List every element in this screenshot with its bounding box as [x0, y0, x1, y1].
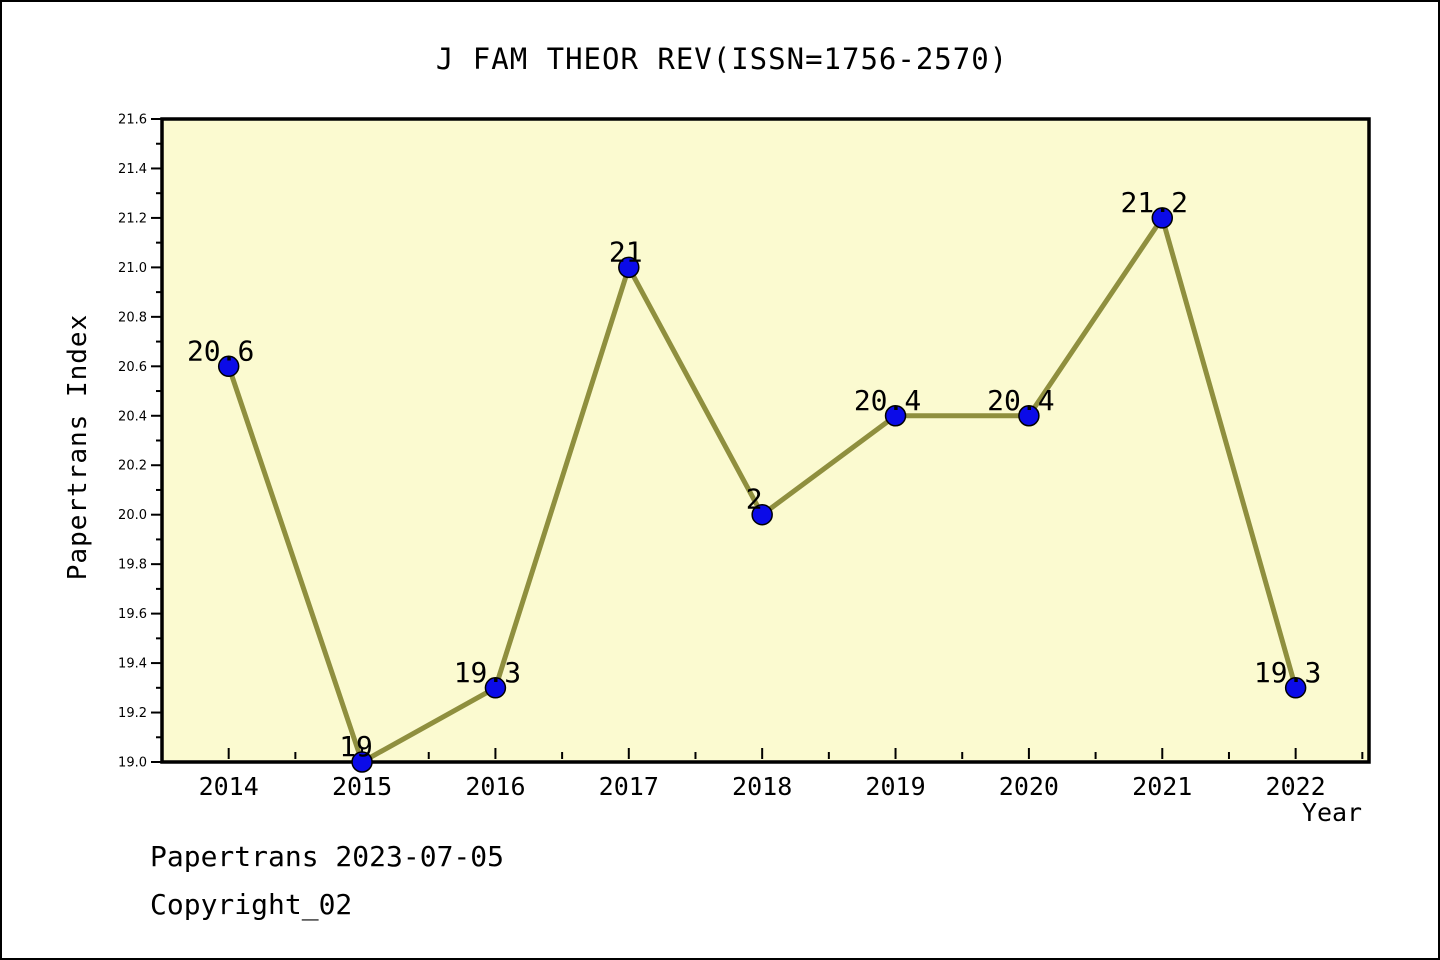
point-value-label: 20.6 [187, 334, 254, 367]
point-value-label: 21 [609, 235, 643, 268]
x-tick-label: 2017 [599, 772, 659, 801]
footer-copyright: Copyright_02 [150, 888, 353, 921]
data-point [884, 405, 907, 427]
y-tick-label: 21.0 [118, 261, 147, 276]
y-tick-label: 19.2 [118, 706, 147, 721]
point-value-label: 19.3 [454, 656, 521, 689]
x-tick-label: 2016 [465, 772, 525, 801]
data-point [217, 355, 240, 378]
y-tick-label: 19.8 [118, 558, 147, 573]
y-tick-label: 20.4 [118, 409, 147, 424]
x-tick-label: 2022 [1266, 772, 1326, 801]
y-tick-label: 20.2 [118, 459, 147, 474]
y-tick-label: 19.6 [118, 607, 147, 622]
y-tick-label: 20.6 [118, 360, 147, 375]
chart-title: J FAM THEOR REV(ISSN=1756-2570) [435, 42, 1009, 76]
point-value-label: 19 [339, 730, 373, 763]
data-point [1151, 207, 1174, 229]
data-point [751, 503, 773, 526]
data-point [351, 751, 373, 773]
data-point [618, 256, 640, 279]
x-tick-label: 2021 [1132, 772, 1192, 801]
y-tick-label: 20.8 [118, 310, 147, 325]
x-tick-label: 2015 [332, 772, 392, 801]
y-tick-label: 21.6 [118, 113, 147, 128]
point-value-label: 19.3 [1254, 656, 1321, 689]
y-tick-label: 21.4 [118, 162, 147, 177]
point-value-label: 20.4 [987, 384, 1054, 417]
data-point [1018, 405, 1040, 427]
data-point [1284, 677, 1307, 699]
footer-source-date: Papertrans 2023-07-05 [150, 840, 505, 873]
x-tick-label: 2018 [732, 772, 792, 801]
x-tick-label: 2019 [865, 772, 925, 801]
x-axis-label: Year [1301, 798, 1363, 827]
y-tick-label: 19.4 [118, 657, 147, 672]
y-tick-label: 21.2 [118, 211, 147, 226]
plot-border [160, 117, 1371, 764]
point-value-label: 21.2 [1121, 186, 1188, 219]
x-tick-label: 2020 [999, 772, 1059, 801]
point-value-label: 2 [746, 483, 763, 516]
y-tick-label: 20.0 [118, 508, 147, 523]
y-tick-label: 19.0 [118, 756, 147, 771]
data-point [484, 677, 507, 699]
x-tick-label: 2014 [199, 772, 259, 801]
point-value-label: 20.4 [854, 384, 921, 417]
